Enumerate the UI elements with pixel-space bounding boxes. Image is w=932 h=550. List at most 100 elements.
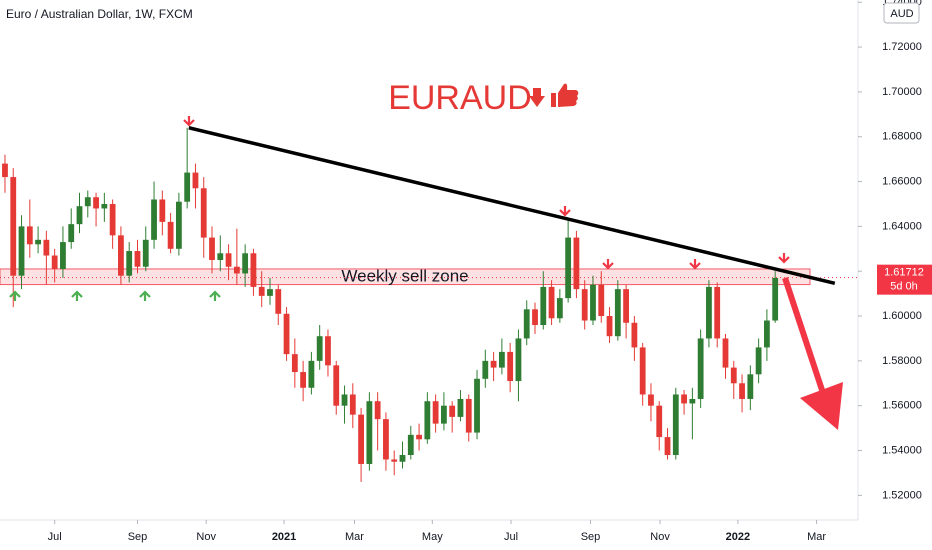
x-tick-label: Sep [581,531,601,543]
candle-body [200,188,207,238]
candle-body [93,197,99,209]
candle-body [465,398,472,433]
candle-body [449,405,456,417]
candle-body [656,405,663,438]
candle-body [631,322,638,348]
candle-body [333,365,340,406]
x-tick-label: 2022 [726,531,750,543]
candle-body [275,289,282,314]
up-marker [209,290,221,301]
candle-body [242,253,249,274]
x-tick-label: 2021 [272,531,296,543]
y-tick-label: 1.56000 [882,400,922,412]
candle-body [267,289,273,296]
last-price-label: 1.61712 [884,267,924,279]
candle-body [416,434,422,440]
candle-body [739,383,745,399]
candle-body [648,394,654,406]
candle-body [581,289,588,321]
down-marker [559,206,571,217]
candle-body [291,354,298,373]
candle-body [664,437,671,455]
y-tick-label: 1.60000 [882,310,922,322]
candle-body [399,455,406,462]
candle-body [225,253,232,267]
icon-part [558,83,579,107]
plot-area: 1.520001.540001.560001.580001.600001.620… [0,0,922,543]
currency-frame [883,2,920,24]
x-tick-label: Nov [650,531,670,543]
candle-body [325,336,331,366]
candle-body [316,336,323,361]
candle-body [565,237,572,299]
candle-body [639,347,646,395]
candle-body [672,394,679,455]
x-tick-label: Sep [128,531,148,543]
y-tick-label: 1.64000 [882,220,922,232]
candle-body [614,289,621,337]
candle-body [349,394,356,415]
down-marker [689,259,701,270]
down-marker [602,259,614,270]
candle-body [681,394,687,404]
zone-label: Weekly sell zone [341,266,468,285]
candle-body [167,221,174,249]
candle-body [258,286,265,296]
candle-body [482,360,489,379]
candle-body [532,309,538,325]
icon-part [533,88,541,97]
candle-body [424,401,431,440]
candle-body [548,286,555,319]
x-tick-label: Nov [196,531,216,543]
arrow-shaft [782,277,825,391]
candle-body [706,286,712,339]
y-tick-label: 1.52000 [882,489,922,501]
candle-body [457,398,464,417]
y-tick-label: 1.58000 [882,355,922,367]
countdown: 5d 0h [890,281,918,293]
candle-body [76,206,83,225]
candle-body [209,237,215,260]
currency-box: AUD [883,2,920,24]
candle-body [573,237,580,290]
candle-body [341,394,348,406]
candle-body [590,284,596,321]
candle-body [68,224,75,243]
arrow-head [800,382,843,430]
candle-body [507,351,514,382]
candle-body [747,374,754,399]
candle-body [10,177,17,276]
candle-body [515,338,522,382]
candle-body [217,253,224,260]
candle-body [407,434,414,455]
y-tick-label: 1.72000 [882,41,922,53]
x-tick-label: Mar [807,531,826,543]
candle-body [35,239,41,245]
forecast-arrow [782,277,843,430]
candle-body [383,419,389,460]
candle-body [391,459,398,462]
x-tick-label: May [422,531,443,543]
down-arrow-icon [529,88,545,107]
candle-body [722,338,729,368]
candle-body [300,372,307,388]
down-marker [183,116,195,127]
candle-body [109,203,116,236]
candle-body [175,201,182,249]
candle-body [26,226,33,245]
candle-body [432,401,439,424]
up-marker [139,290,151,301]
last-price-box [877,264,932,295]
candle-body [606,316,613,337]
candle-body [689,398,696,404]
candle-body [134,251,141,267]
candle-body [250,253,257,287]
candle-body [714,286,721,339]
candle-body [18,226,25,276]
candle-body [233,266,240,274]
candle-body [101,203,108,209]
candle-body [540,286,547,325]
icon-part [551,93,556,107]
